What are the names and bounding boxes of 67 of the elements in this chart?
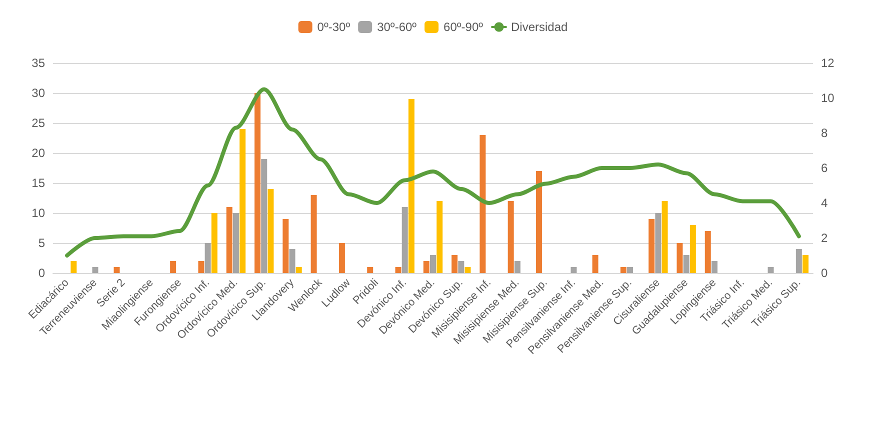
bar (655, 213, 662, 273)
bar (514, 261, 520, 273)
y2-tick-label: 10 (821, 91, 835, 105)
bar (261, 159, 268, 273)
bar (232, 213, 239, 273)
bar (198, 261, 204, 273)
bar (802, 255, 809, 273)
bar (310, 195, 317, 273)
bar (408, 99, 414, 273)
bar (170, 261, 176, 273)
bar (395, 267, 402, 273)
bar (402, 207, 408, 273)
bar (592, 255, 598, 273)
bar (226, 207, 232, 273)
bar (367, 267, 374, 273)
bar (92, 267, 98, 273)
bar (211, 213, 218, 273)
bar (683, 255, 690, 273)
legend-label: 60º-90º (444, 20, 484, 34)
bar (464, 267, 471, 273)
bar (423, 261, 430, 273)
y-tick-label: 35 (32, 56, 46, 70)
bar (296, 267, 302, 273)
y-tick-label: 20 (32, 146, 46, 160)
bar (289, 249, 296, 273)
bar (711, 261, 718, 273)
bar (648, 219, 655, 273)
bar (240, 129, 246, 273)
y2-tick-label: 8 (821, 126, 828, 140)
legend-label: 30º-60º (377, 20, 418, 34)
bar (458, 261, 464, 273)
y-tick-label: 0 (38, 266, 46, 280)
bar (704, 231, 711, 273)
bar (690, 225, 696, 273)
bar (452, 255, 458, 273)
bar (282, 219, 289, 273)
y2-tick-label: 0 (821, 266, 828, 280)
bar (536, 171, 542, 273)
bar (70, 261, 77, 273)
legend-label: 0º-30º (317, 20, 351, 34)
bar (768, 267, 774, 273)
y2-tick-label: 6 (821, 161, 828, 175)
y-tick-label: 5 (38, 236, 46, 250)
bar (430, 255, 436, 273)
y-tick-label: 25 (32, 116, 46, 130)
y2-tick-label: 4 (821, 196, 828, 210)
bar (204, 243, 211, 273)
bar (620, 267, 626, 273)
line-series (65, 87, 801, 258)
bar (436, 201, 443, 273)
y-tick-label: 15 (32, 176, 46, 190)
legend-label: Diversidad (511, 20, 568, 34)
bar (508, 201, 514, 273)
bar (114, 267, 120, 273)
y2-tick-label: 12 (821, 56, 835, 70)
bar (662, 201, 668, 273)
bar (254, 93, 261, 273)
bar (627, 267, 634, 273)
y-tick-label: 30 (32, 86, 46, 100)
bar (268, 189, 274, 273)
bar (570, 267, 577, 273)
bar (338, 243, 345, 273)
bar (796, 249, 802, 273)
y2-tick-label: 2 (821, 231, 828, 245)
y-tick-label: 10 (32, 206, 46, 220)
bar (480, 135, 486, 273)
bar (676, 243, 683, 273)
